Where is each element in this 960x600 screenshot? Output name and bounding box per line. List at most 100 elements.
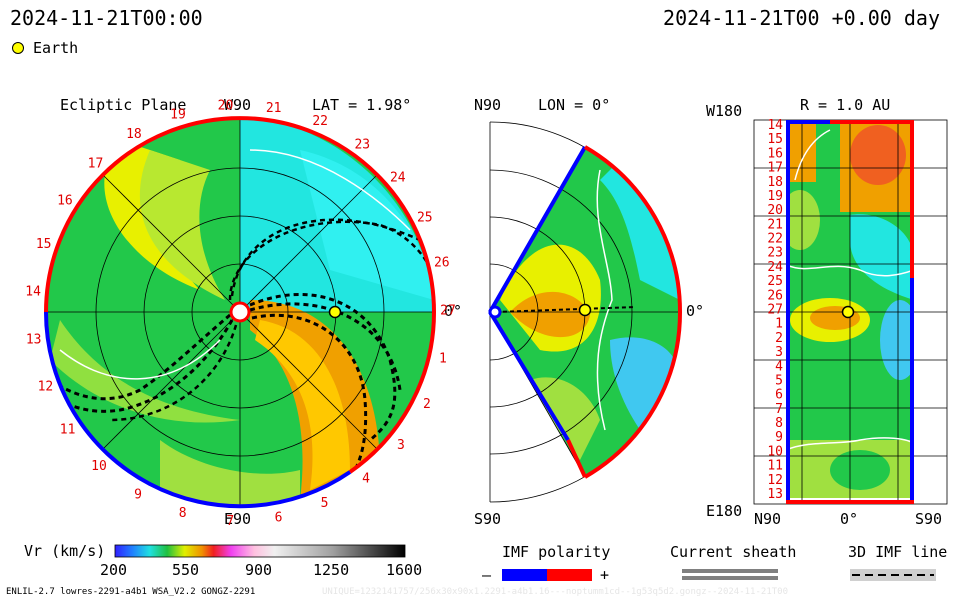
ecliptic-rotation-numbers: 20 21222324252627123456789101112131415161… (25, 99, 456, 529)
radial-rotation-number: 9 (775, 430, 783, 445)
radial-rotation-number: 12 (767, 473, 783, 488)
ecliptic-grid (46, 118, 434, 506)
radial-rotation-number: 23 (767, 246, 783, 261)
imf-minus-label: – (482, 566, 492, 584)
colorbar-label: Vr (km/s) (24, 542, 106, 560)
radial-rotation-number: 17 (767, 161, 783, 176)
ecliptic-rotation-number: 4 (362, 471, 370, 486)
radial-rotation-number: 10 (767, 444, 783, 459)
ecliptic-rotation-number: 21 (266, 101, 282, 116)
radial-rotation-number: 27 (767, 303, 783, 318)
radial-rotation-number: 1 (775, 317, 783, 332)
radial-x-label-n90: N90 (754, 510, 782, 528)
imf3d-label: 3D IMF line (848, 543, 948, 561)
radial-rotation-number: 18 (767, 175, 783, 190)
colorbar-tick-900: 900 (245, 561, 273, 579)
sun-icon (229, 301, 251, 323)
ecliptic-right-label: 0° (444, 302, 463, 320)
radial-rotation-number: 13 (767, 487, 783, 502)
current-sheath-label: Current sheath (670, 543, 797, 561)
ecliptic-lat-label: LAT = 1.98° (312, 96, 412, 114)
ecliptic-rotation-number: 20 (218, 99, 234, 114)
earth-marker-icon (12, 42, 24, 54)
ecliptic-rotation-number: 11 (60, 422, 76, 437)
ecliptic-rotation-number: 24 (390, 171, 406, 186)
ecliptic-rotation-number: 7 (226, 514, 234, 529)
radial-top-left-label: W180 (706, 102, 743, 120)
radial-rotation-number: 25 (767, 274, 783, 289)
ecliptic-rotation-number: 19 (170, 107, 186, 122)
earth-icon (328, 305, 342, 319)
radial-title: R = 1.0 AU (800, 96, 891, 114)
meridional-earth-icon (578, 303, 592, 317)
ecliptic-rotation-number: 27 (440, 304, 456, 319)
ecliptic-polarity-negative (44, 311, 352, 509)
ecliptic-rotation-number: 8 (179, 506, 187, 521)
meridional-lon-label: LON = 0° (538, 96, 611, 114)
ecliptic-rotation-number: 22 (312, 114, 328, 129)
radial-rotation-number: 26 (767, 288, 783, 303)
radial-rotation-number: 8 (775, 416, 783, 431)
velocity-colorbar (114, 544, 406, 558)
header-right-time: 2024-11-21T00 +0.00 day (663, 6, 940, 30)
radial-rotation-number: 2 (775, 331, 783, 346)
colorbar-tick-200: 200 (100, 561, 128, 579)
ecliptic-rotation-number: 17 (88, 156, 104, 171)
imf-positive-swatch (547, 569, 592, 581)
ecliptic-rotation-number: 15 (36, 237, 52, 252)
earth-legend: Earth (12, 39, 78, 57)
ecliptic-polarity-positive (44, 116, 436, 313)
radial-rotation-number: 6 (775, 388, 783, 403)
footer-watermark: UNIQUE=1232141757/256x30x90x1.2291-a4b1.… (322, 587, 788, 597)
imf-polarity-label: IMF polarity (502, 543, 611, 561)
ecliptic-rotation-number: 18 (126, 127, 142, 142)
ecliptic-rotation-number: 1 (439, 352, 447, 367)
ecliptic-rotation-number: 6 (275, 510, 283, 525)
ecliptic-rotation-number: 3 (397, 438, 405, 453)
ecliptic-rotation-number: 9 (134, 487, 142, 502)
radial-x-label-0: 0° (840, 510, 859, 528)
ecliptic-rotation-number: 23 (354, 138, 370, 153)
ecliptic-top-label: W90 (224, 96, 252, 114)
imf-negative-swatch (502, 569, 547, 581)
radial-rotation-number: 19 (767, 189, 783, 204)
radial-rotation-number: 21 (767, 217, 783, 232)
ecliptic-rotation-number: 10 (91, 459, 107, 474)
ecliptic-current-sheath (49, 149, 434, 471)
ecliptic-rotation-number: 16 (57, 194, 73, 209)
meridional-sun-icon (488, 305, 502, 319)
colorbar-tick-1250: 1250 (313, 561, 350, 579)
earth-legend-label: Earth (33, 39, 79, 57)
meridional-polarity-north (488, 146, 587, 313)
colorbar-tick-550: 550 (172, 561, 200, 579)
radial-rotation-number: 16 (767, 146, 783, 161)
current-sheath-swatch (682, 569, 778, 573)
ecliptic-rotation-number: 13 (26, 333, 42, 348)
radial-rotation-number: 11 (767, 459, 783, 474)
footer-model: ENLIL-2.7 lowres-2291-a4b1 WSA_V2.2 GONG… (6, 587, 256, 597)
ecliptic-rotation-number: 14 (25, 284, 41, 299)
ecliptic-rotation-number: 26 (434, 256, 450, 271)
header-left-time: 2024-11-21T00:00 (10, 6, 203, 30)
ecliptic-rotation-number: 5 (321, 496, 329, 511)
imf-plus-label: + (600, 566, 610, 584)
meridional-polarity-outer (583, 145, 683, 479)
radial-rotation-number: 5 (775, 374, 783, 389)
radial-earth-icon (841, 305, 855, 319)
radial-rotation-number: 20 (767, 203, 783, 218)
ecliptic-rotation-number: 25 (417, 211, 433, 226)
meridional-top-label: N90 (474, 96, 502, 114)
ecliptic-rotation-number: 2 (423, 397, 431, 412)
radial-x-label-s90: S90 (915, 510, 943, 528)
meridional-right-label: 0° (686, 302, 705, 320)
radial-bottom-left-label: E180 (706, 502, 743, 520)
meridional-bottom-label: S90 (474, 510, 502, 528)
radial-rotation-number: 15 (767, 132, 783, 147)
radial-rotation-number: 22 (767, 232, 783, 247)
radial-rotation-number: 14 (767, 118, 783, 133)
ecliptic-rotation-number: 12 (38, 379, 54, 394)
radial-rotation-numbers: 1415161718192021222324252627123456789101… (767, 118, 783, 502)
radial-rotation-number: 7 (775, 402, 783, 417)
radial-rotation-number: 24 (767, 260, 783, 275)
